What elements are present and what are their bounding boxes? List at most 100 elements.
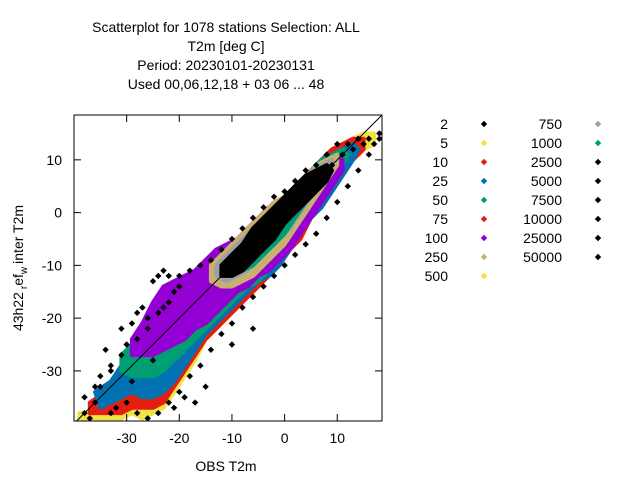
legend-label: 10000 [523, 211, 562, 227]
legend-marker [480, 177, 488, 185]
outlier-point [165, 272, 172, 280]
outlier-point [260, 204, 267, 211]
legend-label: 250 [425, 249, 449, 265]
outlier-point [144, 415, 151, 421]
outlier-point [249, 293, 257, 301]
outlier-point [176, 388, 183, 396]
outlier-point [197, 362, 204, 369]
outlier-point [281, 262, 288, 269]
y-tick-label: -10 [42, 257, 62, 273]
x-axis: -30 -20 -10 0 10 [117, 115, 345, 446]
outlier-point [365, 151, 373, 158]
plot-content [76, 115, 382, 421]
outlier-point [139, 304, 146, 311]
outlier-point [249, 325, 257, 332]
y-label-mid: ef [10, 274, 26, 286]
y-tick-label: 0 [54, 205, 62, 221]
outlier-point [365, 135, 373, 142]
outlier-point [112, 404, 120, 412]
legend-marker [480, 120, 488, 128]
outlier-point [144, 325, 151, 332]
outlier-point [155, 272, 162, 280]
legend-label: 5000 [531, 173, 562, 189]
title-line: Scatterplot for 1078 stations Selection:… [92, 19, 360, 35]
legend-marker [480, 139, 488, 147]
x-tick-label: -20 [169, 430, 189, 446]
legend-label: 500 [425, 268, 449, 284]
outlier-point [344, 140, 351, 148]
legend-label: 1000 [531, 135, 562, 151]
x-tick-label: 10 [329, 430, 345, 446]
y-label-sub2: w [19, 266, 30, 275]
outlier-point [133, 336, 141, 343]
legend-marker [594, 120, 602, 128]
legend-marker [480, 158, 488, 166]
x-tick-label: -30 [117, 430, 137, 446]
outlier-point [155, 309, 162, 317]
outlier-point [81, 394, 88, 401]
outlier-point [249, 214, 257, 222]
outlier-point [107, 367, 115, 375]
outlier-point [176, 283, 183, 290]
legend-marker [594, 215, 602, 223]
outlier-point [312, 161, 320, 169]
diagonal-line [76, 115, 382, 421]
outlier-point [291, 177, 299, 185]
outlier-point [207, 346, 215, 353]
outlier-point [160, 304, 167, 311]
legend-label: 7500 [531, 192, 562, 208]
outlier-point [344, 183, 351, 190]
legend-marker [480, 253, 488, 261]
y-label-main: 43h22 [10, 292, 26, 331]
outlier-point [323, 151, 330, 158]
legend-label: 25000 [523, 230, 562, 246]
outlier-point [202, 383, 209, 390]
y-tick-label: 10 [46, 152, 62, 168]
title-line: Used 00,06,12,18 + 03 06 ... 48 [128, 76, 325, 92]
outlier-point [228, 235, 236, 243]
title-line: Period: 20230101-20230131 [137, 57, 315, 73]
x-tick-label: 0 [281, 430, 289, 446]
outlier-point [228, 320, 236, 327]
outlier-point [107, 409, 115, 417]
density-bands [77, 131, 377, 421]
y-tick-label: -20 [42, 310, 62, 326]
outlier-point [91, 383, 99, 390]
outlier-point [97, 372, 104, 380]
y-axis-label: 43h22 refw inter T2m [10, 205, 30, 331]
outlier-point [218, 330, 225, 338]
outlier-point [370, 140, 378, 148]
legend-label: 10 [432, 154, 448, 170]
outlier-point [302, 167, 309, 174]
outlier-point [165, 399, 172, 406]
outlier-point [376, 135, 382, 142]
outlier-point [165, 299, 172, 306]
outlier-point [360, 140, 367, 148]
legend-marker [594, 253, 602, 261]
outlier-point [186, 372, 194, 380]
outlier-point [334, 140, 341, 148]
legend: 2510255075100250500750100025005000750010… [425, 116, 602, 284]
legend-marker [594, 177, 602, 185]
outlier-point [239, 225, 246, 232]
title-line: T2m [deg C] [187, 38, 264, 54]
legend-marker [594, 234, 602, 242]
outlier-point [133, 409, 141, 417]
outlier-point [144, 314, 151, 322]
outlier-point [97, 383, 104, 390]
chart-title: Scatterplot for 1078 stations Selection:… [92, 19, 360, 92]
outlier-point [197, 262, 204, 269]
legend-marker [480, 215, 488, 223]
outlier-point [334, 198, 341, 206]
legend-label: 50 [432, 192, 448, 208]
outlier-point [291, 251, 299, 259]
outlier-point [228, 341, 236, 348]
outlier-point [149, 357, 157, 364]
outlier-point [191, 399, 199, 406]
plot-frame [73, 114, 383, 422]
outlier-point [102, 346, 109, 353]
legend-label: 25 [432, 173, 448, 189]
outlier-point [118, 351, 125, 359]
outlier-point [107, 362, 115, 369]
outlier-point [376, 130, 382, 137]
